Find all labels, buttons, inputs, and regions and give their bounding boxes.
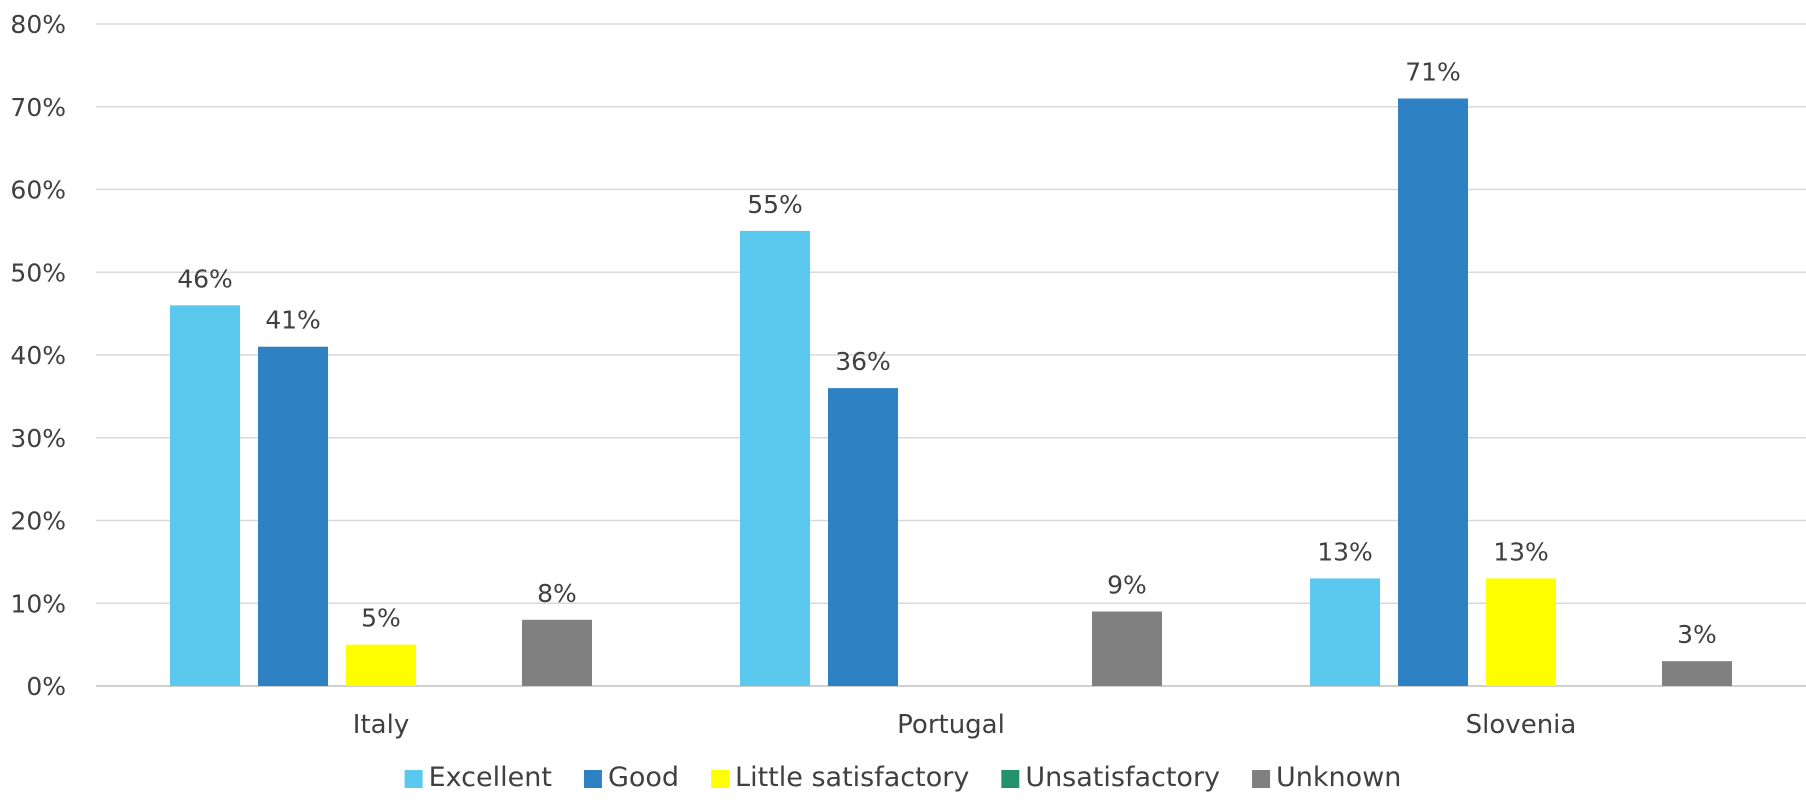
bar-little-satisfactory-italy xyxy=(346,644,416,686)
bar-excellent-slovenia xyxy=(1310,578,1380,686)
bar-unknown-portugal xyxy=(1092,611,1162,686)
data-label: 36% xyxy=(835,347,891,376)
legend-swatch xyxy=(1001,770,1020,788)
y-tick-label: 70% xyxy=(10,93,66,122)
y-tick-label: 20% xyxy=(10,507,66,536)
legend-swatch xyxy=(583,770,602,788)
data-label: 8% xyxy=(537,579,577,608)
legend-label: Unknown xyxy=(1276,762,1401,793)
bars xyxy=(170,98,1732,687)
bar-unknown-italy xyxy=(522,619,592,686)
legend[interactable]: Excellent Good Little satisfactory Unsatisf… xyxy=(404,762,1402,793)
gridlines xyxy=(96,23,1806,687)
legend-label: Little satisfactory xyxy=(735,762,969,793)
y-tick-label: 10% xyxy=(10,589,66,618)
y-tick-label: 0% xyxy=(26,672,66,701)
bar-unknown-slovenia xyxy=(1662,661,1732,686)
legend-item-unsatisfactory[interactable]: Unsatisfactory xyxy=(1001,762,1220,793)
data-label: 46% xyxy=(177,264,233,293)
x-tick-label: Italy xyxy=(353,710,409,740)
data-label: 13% xyxy=(1493,537,1549,566)
y-tick-label: 50% xyxy=(10,258,66,287)
data-label: 71% xyxy=(1405,57,1461,86)
x-tick-label: Slovenia xyxy=(1466,710,1577,740)
y-tick-label: 80% xyxy=(10,10,66,39)
legend-item-good[interactable]: Good xyxy=(583,762,679,793)
legend-item-little-satisfactory[interactable]: Little satisfactory xyxy=(711,762,969,793)
bar-excellent-italy xyxy=(170,305,240,686)
data-label: 13% xyxy=(1317,537,1373,566)
legend-label: Excellent xyxy=(429,762,552,793)
data-label: 41% xyxy=(265,306,321,335)
legend-label: Good xyxy=(608,762,679,793)
legend-swatch xyxy=(404,770,423,788)
bar-good-slovenia xyxy=(1398,98,1468,687)
legend-item-unknown[interactable]: Unknown xyxy=(1252,762,1401,793)
legend-item-excellent[interactable]: Excellent xyxy=(404,762,552,793)
y-tick-label: 60% xyxy=(10,176,66,205)
legend-swatch xyxy=(1252,770,1271,788)
legend-label: Unsatisfactory xyxy=(1025,762,1220,793)
y-tick-label: 30% xyxy=(10,424,66,453)
legend-swatch xyxy=(711,770,730,788)
y-tick-label: 40% xyxy=(10,341,66,370)
x-axis-ticks: Italy Portugal Slovenia xyxy=(353,710,1577,740)
data-label: 9% xyxy=(1107,571,1147,600)
data-label: 3% xyxy=(1677,620,1717,649)
data-labels: 46% 41% 5% 8% 55% 36% 9% 13% 71% 13% 3% xyxy=(177,57,1717,649)
x-tick-label: Portugal xyxy=(897,710,1005,740)
data-label: 55% xyxy=(747,190,803,219)
y-axis-ticks: 0% 10% 20% 30% 40% 50% 60% 70% 80% xyxy=(10,10,66,701)
bar-good-italy xyxy=(258,346,328,686)
bar-good-portugal xyxy=(828,388,898,686)
bar-excellent-portugal xyxy=(740,230,810,686)
bar-little-satisfactory-slovenia xyxy=(1486,578,1556,686)
data-label: 5% xyxy=(361,604,401,633)
